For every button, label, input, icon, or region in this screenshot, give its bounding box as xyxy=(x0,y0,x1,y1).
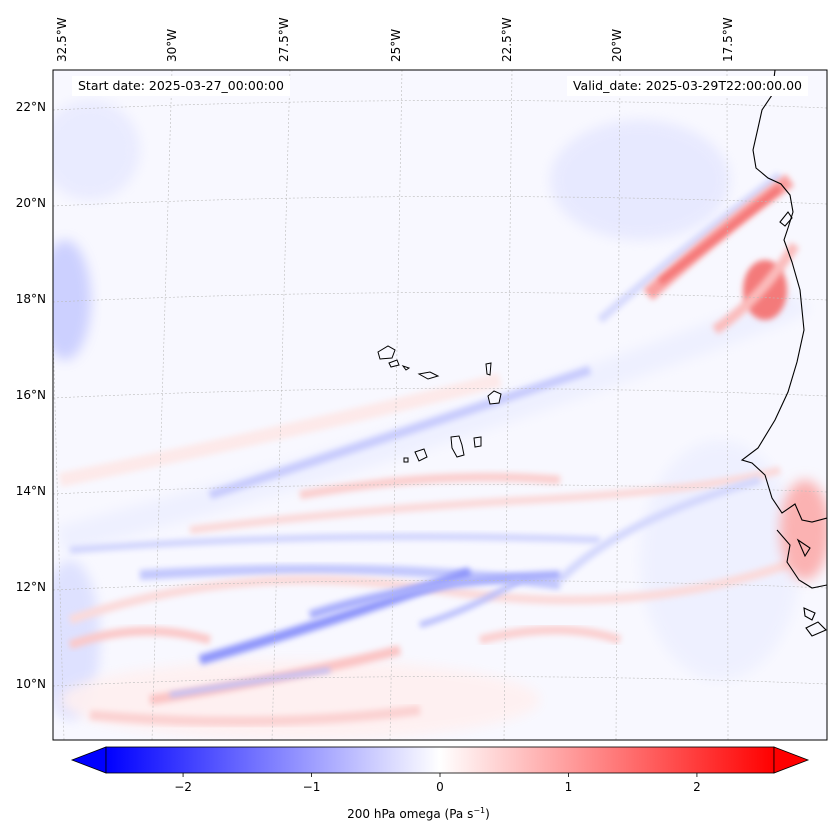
valid-date-label: Valid_date: 2025-03-29T22:00:00.00 xyxy=(566,76,808,96)
omega-band xyxy=(189,466,782,534)
colorbar-max-extend xyxy=(773,746,810,774)
omega-band xyxy=(58,373,502,487)
omega-band xyxy=(89,705,421,727)
colorbar-tick-label: 1 xyxy=(565,780,573,794)
island-sao-nicolau xyxy=(417,371,440,380)
colorbar-tick-label: −1 xyxy=(303,780,321,794)
colorbar-ticks: −2 −1 0 1 2 xyxy=(174,773,701,794)
omega-band xyxy=(597,171,783,324)
island-maio xyxy=(473,436,482,448)
lon-label: 17.5°W xyxy=(721,17,735,62)
colorbar-gradient xyxy=(105,746,775,774)
island-santa-luzia xyxy=(401,365,411,371)
map-frame xyxy=(52,69,828,741)
lat-label: 16°N xyxy=(16,388,46,402)
colorbar-min-extend xyxy=(70,746,107,774)
omega-blob xyxy=(53,100,140,200)
africa-coastline xyxy=(740,70,827,523)
colorbar-tick-label: 2 xyxy=(693,780,701,794)
lon-label: 20°W xyxy=(610,29,624,62)
lat-label: 20°N xyxy=(16,196,46,210)
coastline-detail xyxy=(779,211,793,227)
lat-label: 10°N xyxy=(16,677,46,691)
omega-blob xyxy=(640,440,800,680)
colorbar: −2 −1 0 1 2 xyxy=(70,746,810,794)
island-brava xyxy=(403,457,409,463)
island-sal xyxy=(485,362,492,376)
cape-verde-islands xyxy=(377,345,502,463)
island-santiago xyxy=(450,435,465,458)
omega-band xyxy=(308,570,561,620)
omega-band xyxy=(712,242,800,335)
omega-band xyxy=(68,626,212,650)
lon-label: 27.5°W xyxy=(277,17,291,62)
colorbar-tick-label: −2 xyxy=(174,780,192,794)
omega-blob xyxy=(53,240,91,360)
coastline-detail xyxy=(796,538,811,558)
colorbar-label-sup: −1 xyxy=(473,806,486,815)
colorbar-label: 200 hPa omega (Pa s−1) xyxy=(0,806,837,821)
lon-label: 30°W xyxy=(165,29,179,62)
omega-band xyxy=(478,625,622,645)
latitude-labels: 22°N 20°N 18°N 16°N 14°N 12°N 10°N xyxy=(16,100,46,691)
lat-label: 22°N xyxy=(16,100,46,114)
omega-band xyxy=(557,476,762,583)
omega-band xyxy=(299,472,561,500)
island-sao-vicente xyxy=(388,359,400,368)
omega-blob xyxy=(550,120,730,240)
lon-label: 32.5°W xyxy=(55,17,69,62)
island-santo-antao xyxy=(377,345,396,360)
omega-band xyxy=(658,185,782,285)
longitude-labels: 32.5°W 30°W 27.5°W 25°W 22.5°W 20°W 17.5… xyxy=(55,17,735,62)
coastline-detail xyxy=(805,621,827,637)
omega-band xyxy=(169,667,331,698)
colorbar-tick-label: 0 xyxy=(436,780,444,794)
island-boa-vista xyxy=(487,390,502,405)
coastline-detail xyxy=(776,529,827,589)
lon-label: 22.5°W xyxy=(500,17,514,62)
omega-blob xyxy=(780,480,827,580)
map-panel xyxy=(52,69,828,741)
start-date-label: Start date: 2025-03-27_00:00:00 xyxy=(72,76,290,96)
lat-label: 18°N xyxy=(16,292,46,306)
omega-band xyxy=(69,533,601,554)
island-fogo xyxy=(414,448,428,462)
colorbar-label-text: 200 hPa omega (Pa s xyxy=(347,807,474,821)
colorbar-label-suffix: ) xyxy=(485,807,490,821)
omega-field xyxy=(53,100,827,740)
omega-band xyxy=(419,577,522,628)
coastline-detail xyxy=(803,607,816,621)
lat-label: 14°N xyxy=(16,484,46,498)
lon-label: 25°W xyxy=(389,29,403,62)
coastline xyxy=(740,70,827,637)
lat-label: 12°N xyxy=(16,580,46,594)
